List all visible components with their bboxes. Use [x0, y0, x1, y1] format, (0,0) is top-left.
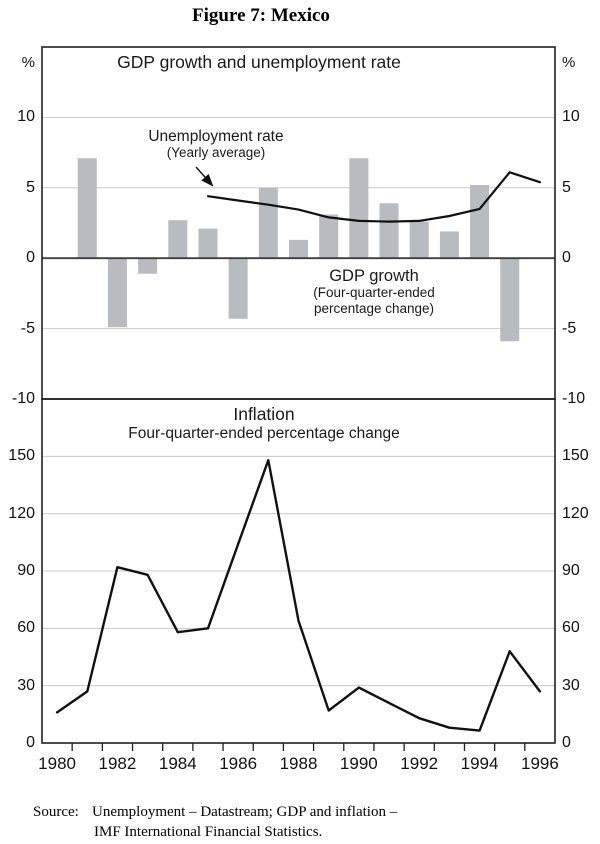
figure-title: Figure 7: Mexico — [192, 5, 330, 26]
unemployment-annotation-line2: (Yearly average) — [166, 145, 266, 160]
source-text-line2: IMF International Financial Statistics. — [94, 824, 323, 840]
gdp-growth-bar — [198, 228, 218, 259]
y-axis-label-right: 120 — [562, 504, 589, 522]
y-axis-label-right: 5 — [562, 178, 571, 196]
y-axis-label-right: 60 — [562, 619, 580, 637]
y-axis-label-left: 150 — [8, 447, 35, 465]
x-axis-label: 1980 — [38, 754, 76, 773]
y-axis-label-left: 30 — [17, 676, 35, 694]
y-axis-label-right: -5 — [562, 319, 577, 337]
gdp-annotation-line2: (Four-quarter-ended — [313, 285, 435, 300]
x-axis-label: 1982 — [98, 754, 137, 773]
gdp-growth-bar — [349, 158, 369, 259]
y-axis-label-left: 0 — [26, 249, 35, 267]
x-axis-label: 1986 — [219, 754, 258, 773]
gdp-growth-bar — [258, 187, 278, 259]
y-axis-label-left: -10 — [11, 390, 35, 407]
source-label: Source: — [33, 804, 79, 820]
bottom-panel-title: Inflation — [233, 404, 295, 424]
inflation-line — [55, 459, 542, 732]
y-axis-label-left: -5 — [20, 319, 35, 337]
gdp-growth-bar — [409, 221, 429, 259]
unemployment-annotation-line1: Unemployment rate — [148, 128, 284, 145]
gdp-growth-bar — [138, 258, 158, 274]
y-axis-label-left: 90 — [17, 562, 35, 579]
x-axis-label: 1990 — [339, 754, 378, 773]
unemployment-annotation: Unemployment rate (Yearly average) — [116, 128, 316, 161]
unemployment-rate-line — [206, 171, 542, 223]
annotation-arrow — [195, 166, 214, 187]
y-axis-label-right: 10 — [562, 108, 580, 126]
gdp-growth-bar — [107, 258, 127, 328]
x-axis-label: 1992 — [400, 754, 439, 773]
y-axis-label-left: 5 — [26, 178, 35, 196]
y-axis-label-right: -10 — [562, 390, 586, 407]
x-axis-label: 1994 — [460, 754, 499, 773]
gdp-growth-bar — [379, 203, 399, 259]
source-text-line1: Unemployment – Datastream; GDP and infla… — [92, 804, 398, 820]
y-axis-label-left: 120 — [8, 504, 35, 522]
gdp-annotation-line1: GDP growth — [329, 267, 419, 285]
gdp-growth-bar — [319, 214, 339, 259]
gdp-growth-bar — [500, 258, 520, 342]
gdp-annotation-line3: percentage change) — [313, 300, 435, 316]
y-axis-label-right: 0 — [562, 734, 571, 751]
right-unit-label: % — [562, 54, 576, 71]
top-panel-title: GDP growth and unemployment rate — [117, 52, 401, 72]
gdp-growth-bar — [228, 258, 248, 319]
y-axis-label-left: 0 — [26, 734, 35, 751]
y-axis-label-left: 10 — [17, 108, 35, 126]
y-axis-label-right: 30 — [562, 676, 580, 694]
gdp-growth-bar — [439, 231, 459, 259]
gdp-growth-bar — [77, 158, 97, 259]
gdp-annotation: GDP growth (Four-quarter-ended percentag… — [274, 267, 474, 316]
gdp-growth-bar — [470, 184, 490, 259]
x-axis-label: 1988 — [279, 754, 318, 773]
gdp-growth-bar — [289, 239, 308, 259]
x-axis-label: 1984 — [158, 754, 197, 773]
bottom-panel-subtitle: Four-quarter-ended percentage change — [128, 425, 400, 442]
y-axis-label-right: 90 — [562, 562, 580, 579]
x-axis-label: 1996 — [520, 754, 559, 773]
y-axis-label-right: 0 — [562, 249, 571, 267]
left-unit-label: % — [21, 54, 35, 71]
bottom-panel-border — [41, 398, 556, 744]
y-axis-label-right: 150 — [562, 447, 589, 465]
y-axis-label-left: 60 — [17, 619, 35, 637]
gdp-growth-bar — [168, 220, 188, 259]
